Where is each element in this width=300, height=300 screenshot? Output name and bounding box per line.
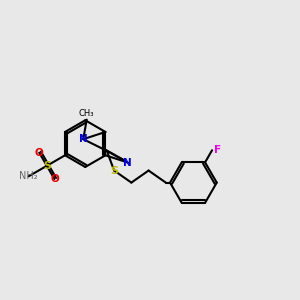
Text: O: O xyxy=(35,148,44,158)
Text: NH₂: NH₂ xyxy=(19,171,38,181)
Text: N: N xyxy=(123,158,132,167)
Text: CH₃: CH₃ xyxy=(79,109,94,118)
Text: F: F xyxy=(214,145,221,155)
Text: S: S xyxy=(110,166,118,176)
Text: N: N xyxy=(79,134,88,144)
Text: O: O xyxy=(50,174,59,184)
Text: S: S xyxy=(43,161,51,171)
